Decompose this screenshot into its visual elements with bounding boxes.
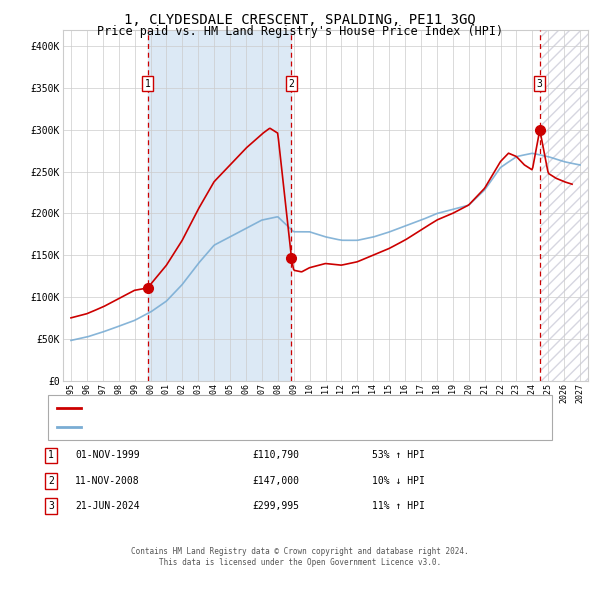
Text: £147,000: £147,000 <box>252 476 299 486</box>
Bar <box>148 30 292 381</box>
Text: £110,790: £110,790 <box>252 451 299 460</box>
Text: 1: 1 <box>145 79 151 89</box>
Text: 3: 3 <box>537 79 543 89</box>
Text: 11% ↑ HPI: 11% ↑ HPI <box>372 502 425 511</box>
Text: HPI: Average price, detached house, South Holland: HPI: Average price, detached house, Sout… <box>85 422 349 432</box>
Text: 3: 3 <box>48 502 54 511</box>
Text: £299,995: £299,995 <box>252 502 299 511</box>
Text: 10% ↓ HPI: 10% ↓ HPI <box>372 476 425 486</box>
Text: 2: 2 <box>289 79 295 89</box>
Text: 11-NOV-2008: 11-NOV-2008 <box>75 476 140 486</box>
Text: 1, CLYDESDALE CRESCENT, SPALDING, PE11 3GQ: 1, CLYDESDALE CRESCENT, SPALDING, PE11 3… <box>124 13 476 27</box>
Bar <box>540 30 588 381</box>
Text: 1: 1 <box>48 451 54 460</box>
Text: 21-JUN-2024: 21-JUN-2024 <box>75 502 140 511</box>
Text: Contains HM Land Registry data © Crown copyright and database right 2024.: Contains HM Land Registry data © Crown c… <box>131 547 469 556</box>
Text: This data is licensed under the Open Government Licence v3.0.: This data is licensed under the Open Gov… <box>159 558 441 566</box>
Text: 53% ↑ HPI: 53% ↑ HPI <box>372 451 425 460</box>
Text: 2: 2 <box>48 476 54 486</box>
Text: 01-NOV-1999: 01-NOV-1999 <box>75 451 140 460</box>
Text: 1, CLYDESDALE CRESCENT, SPALDING, PE11 3GQ (detached house): 1, CLYDESDALE CRESCENT, SPALDING, PE11 3… <box>85 403 403 412</box>
Text: Price paid vs. HM Land Registry's House Price Index (HPI): Price paid vs. HM Land Registry's House … <box>97 25 503 38</box>
